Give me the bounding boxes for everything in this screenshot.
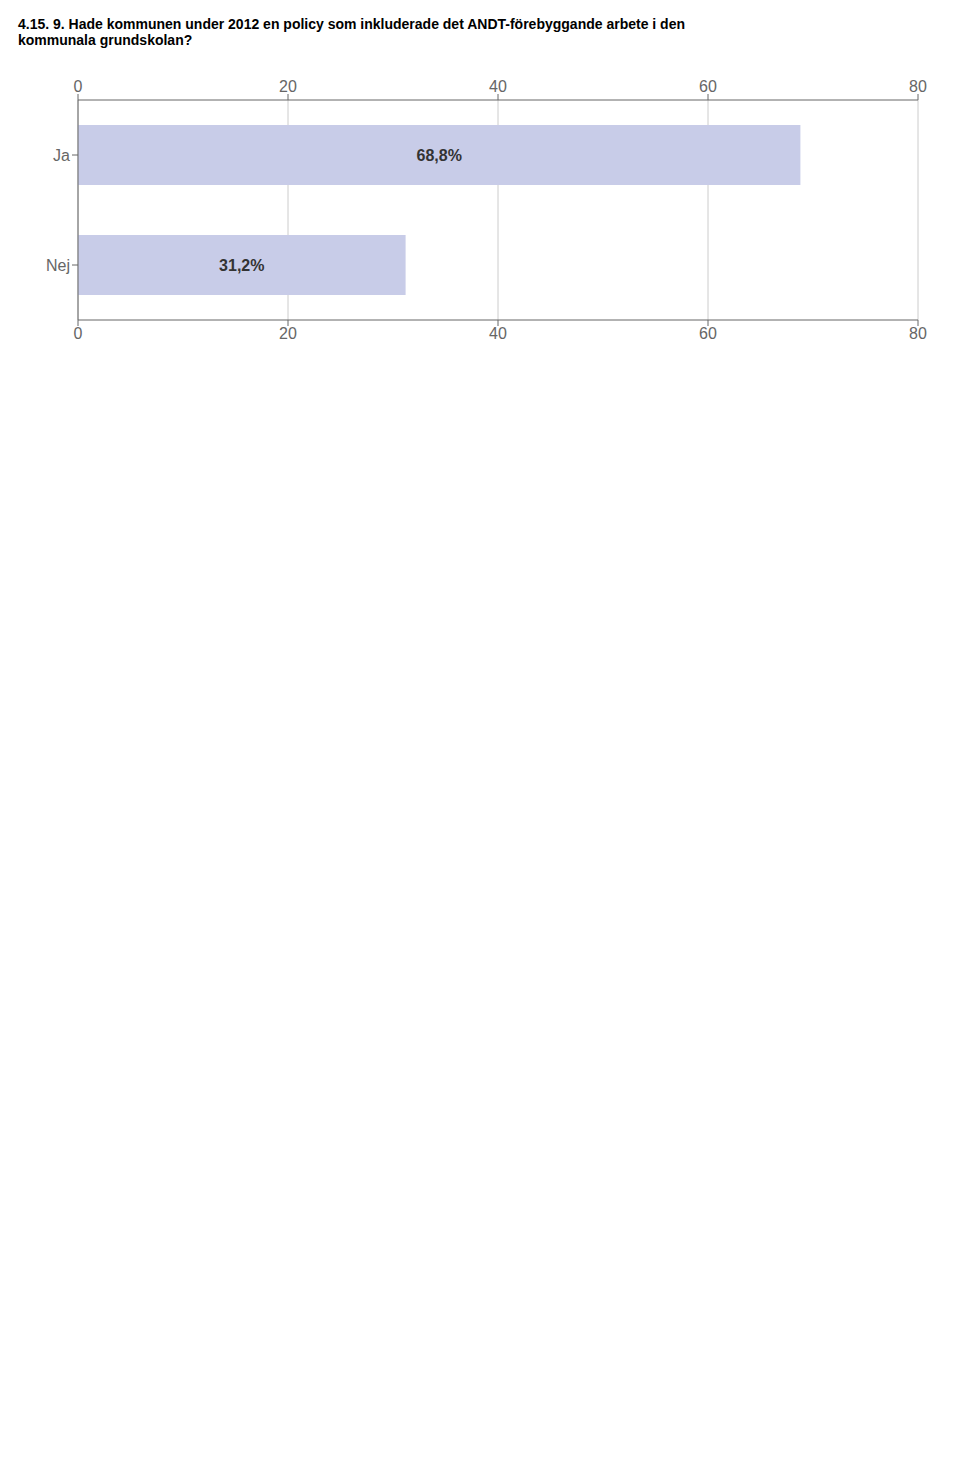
html-text:4.15. 9. Hade kommunen under 2: 4.15. 9. Hade kommunen under 2012 en pol… (18, 16, 685, 48)
svg-text:40: 40 (489, 78, 507, 95)
svg-text:80: 80 (909, 78, 927, 95)
svg-text:31,2%: 31,2% (219, 257, 264, 274)
svg-text:40: 40 (489, 325, 507, 342)
svg-text:0: 0 (74, 325, 83, 342)
svg-text:20: 20 (279, 325, 297, 342)
svg-text:60: 60 (699, 325, 717, 342)
svg-text:Nej: Nej (46, 257, 70, 274)
svg-text:20: 20 (279, 78, 297, 95)
svg-text:60: 60 (699, 78, 717, 95)
svg-text:68,8%: 68,8% (417, 147, 462, 164)
svg-text:80: 80 (909, 325, 927, 342)
svg-text:0: 0 (74, 78, 83, 95)
svg-text:Ja: Ja (53, 147, 70, 164)
